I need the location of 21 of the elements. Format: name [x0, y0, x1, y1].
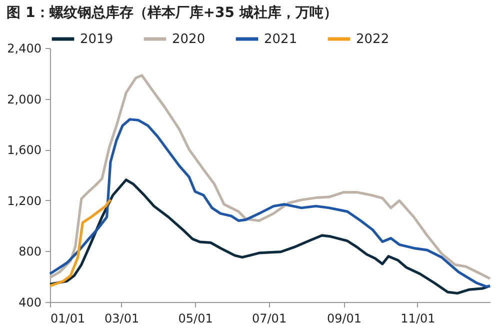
- y-tick-label: 1,600: [7, 143, 42, 158]
- line-series: [48, 178, 492, 295]
- legend-label: 2019: [80, 32, 114, 47]
- x-tick-label: 05/01: [178, 312, 213, 326]
- x-tick-label: 11/01: [400, 312, 436, 326]
- x-tick-label: 07/01: [252, 312, 287, 326]
- y-tick-label: 1,200: [7, 194, 42, 208]
- x-tick-label: 03/01: [104, 312, 140, 326]
- y-tick-label: 2,000: [7, 92, 42, 106]
- line-series: [48, 118, 492, 288]
- line-series: [48, 74, 492, 280]
- legend-label: 2020: [172, 32, 206, 47]
- chart-title: 图 1：螺纹钢总库存（样本厂库+35 城社库，万吨）: [6, 4, 338, 21]
- legend-label: 2021: [264, 32, 298, 47]
- line-series: [48, 198, 112, 288]
- y-tick-label: 800: [18, 244, 42, 259]
- y-tick-label: 400: [18, 296, 42, 310]
- legend-label: 2022: [356, 32, 390, 47]
- x-tick-label: 09/01: [326, 312, 362, 326]
- x-tick-label: 01/01: [50, 312, 86, 326]
- y-tick-label: 2,400: [7, 42, 42, 56]
